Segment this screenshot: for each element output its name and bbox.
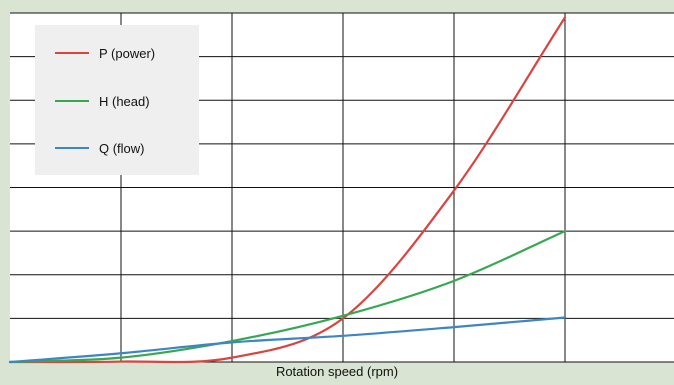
legend-label-power: P (power) [99,45,156,61]
legend-item-power: P (power) [55,43,155,63]
legend: P (power) H (head) Q (flow) [35,25,199,175]
legend-item-flow: Q (flow) [55,138,145,158]
legend-label-flow: Q (flow) [99,140,145,156]
legend-item-head: H (head) [55,91,150,111]
series-line-head [8,230,567,364]
legend-label-head: H (head) [99,93,150,109]
x-axis-title: Rotation speed (rpm) [275,364,399,379]
legend-swatch-flow [55,147,89,149]
legend-swatch-head [55,100,89,102]
series-lines [8,16,567,364]
legend-swatch-power [55,52,89,54]
series-line-power [8,16,567,364]
series-line-flow [8,316,567,364]
